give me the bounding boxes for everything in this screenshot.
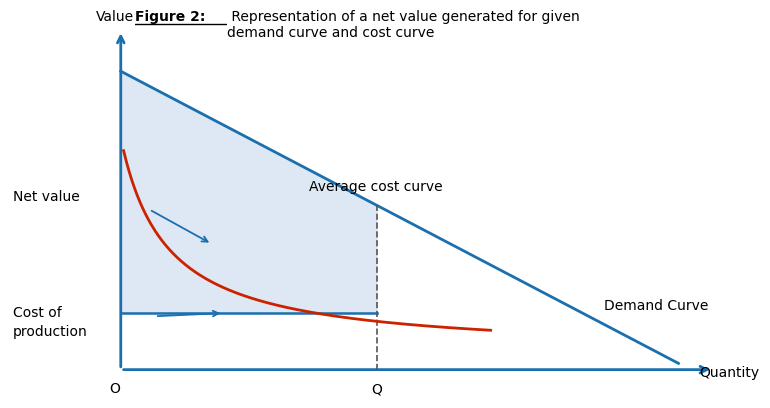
Text: Figure 2:: Figure 2: bbox=[135, 10, 205, 24]
Text: Value: Value bbox=[96, 10, 134, 24]
Polygon shape bbox=[121, 71, 377, 313]
Text: O: O bbox=[109, 382, 121, 396]
Text: Representation of a net value generated for given
demand curve and cost curve: Representation of a net value generated … bbox=[227, 10, 580, 40]
Text: Quantity: Quantity bbox=[700, 366, 760, 380]
Text: Demand Curve: Demand Curve bbox=[604, 299, 709, 313]
Text: Average cost curve: Average cost curve bbox=[309, 180, 442, 195]
Text: Net value: Net value bbox=[12, 190, 79, 204]
Text: Cost of
production: Cost of production bbox=[12, 306, 87, 339]
Text: Q: Q bbox=[371, 382, 382, 396]
